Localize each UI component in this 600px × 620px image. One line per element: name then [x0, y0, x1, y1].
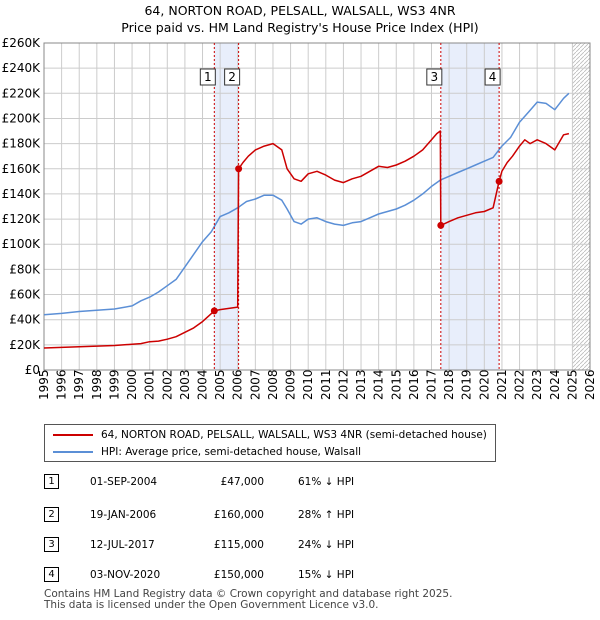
- x-tick-label: 2000: [125, 369, 139, 400]
- transaction-hpi-diff: 61% ↓ HPI: [298, 476, 355, 488]
- transaction-price: £47,000: [220, 476, 264, 488]
- transaction-price: £160,000: [213, 509, 264, 521]
- x-tick-label: 2024: [548, 369, 562, 400]
- x-tick-label: 2003: [178, 369, 192, 400]
- transaction-date: 12-JUL-2017: [90, 539, 155, 551]
- x-tick-label: 2018: [442, 369, 456, 400]
- x-tick-label: 2008: [266, 369, 280, 400]
- legend: 64, NORTON ROAD, PELSALL, WALSALL, WS3 4…: [44, 424, 496, 462]
- y-tick-label: £120K: [2, 212, 42, 226]
- x-tick-label: 2004: [196, 369, 210, 400]
- footer-copyright: Contains HM Land Registry data © Crown c…: [44, 588, 453, 600]
- x-tick-label: 2012: [336, 369, 350, 400]
- event-label-box: [484, 68, 501, 86]
- transaction-date: 03-NOV-2020: [90, 569, 161, 581]
- legend-price-label: 64, NORTON ROAD, PELSALL, WALSALL, WS3 4…: [101, 429, 487, 441]
- transaction-number: 1: [44, 474, 59, 489]
- x-tick-label: 2001: [143, 369, 157, 400]
- transaction-hpi-diff: 28% ↑ HPI: [298, 509, 355, 521]
- x-tick-label: 1996: [55, 369, 69, 400]
- y-tick-label: £140K: [2, 187, 42, 201]
- hpi-line: [43, 92, 570, 316]
- transaction-number: 3: [44, 537, 59, 552]
- transaction-hpi-diff: 24% ↓ HPI: [298, 539, 355, 551]
- event-marker: [235, 165, 243, 173]
- x-tick-label: 2002: [160, 369, 174, 400]
- x-tick-label: 2006: [231, 369, 245, 400]
- y-tick-label: £200K: [2, 111, 42, 125]
- transaction-number: 4: [44, 567, 59, 582]
- x-tick-label: 2021: [495, 369, 509, 400]
- legend-hpi-swatch: [53, 451, 93, 453]
- price-paid-line: [43, 130, 570, 349]
- transaction-date: 01-SEP-2004: [90, 476, 158, 488]
- x-tick-label: 2010: [301, 369, 315, 400]
- forecast-region: [572, 43, 590, 370]
- event-label-box: [199, 68, 216, 86]
- x-tick-label: 2011: [319, 369, 333, 400]
- transaction-price: £150,000: [213, 569, 264, 581]
- event-label: 4: [489, 70, 497, 84]
- transaction-price: £115,000: [213, 539, 264, 551]
- x-tick-label: 2023: [530, 369, 544, 400]
- x-tick-label: 1998: [90, 369, 104, 400]
- legend-hpi-label: HPI: Average price, semi-detached house,…: [101, 446, 362, 458]
- y-tick-label: £100K: [2, 237, 42, 251]
- transaction-row: 3 12-JUL-2017 £115,000 24% ↓ HPI: [44, 535, 444, 555]
- y-tick-label: £40K: [9, 313, 41, 327]
- chart-title-line-1: 64, NORTON ROAD, PELSALL, WALSALL, WS3 4…: [144, 3, 456, 18]
- y-tick-label: £160K: [2, 162, 42, 176]
- event-label: 1: [204, 70, 212, 84]
- event-marker: [495, 177, 503, 185]
- x-tick-label: 2005: [213, 369, 227, 400]
- footer: Contains HM Land Registry data © Crown c…: [44, 589, 452, 611]
- x-tick-label: 2017: [424, 369, 438, 400]
- event-label: 3: [430, 70, 438, 84]
- x-tick-label: 2019: [460, 369, 474, 400]
- y-tick-label: £220K: [2, 86, 42, 100]
- y-tick-label: £0: [25, 363, 40, 377]
- x-tick-label: 2022: [513, 369, 527, 400]
- x-tick-label: 2009: [284, 369, 298, 400]
- event-label: 2: [228, 70, 236, 84]
- x-tick-label: 2020: [477, 369, 491, 400]
- transaction-number: 2: [44, 507, 59, 522]
- x-tick-label: 2026: [583, 369, 597, 400]
- x-tick-label: 2013: [354, 369, 368, 400]
- x-tick-label: 2016: [407, 369, 421, 400]
- legend-item-price: 64, NORTON ROAD, PELSALL, WALSALL, WS3 4…: [53, 427, 487, 443]
- shaded-period: [440, 43, 500, 370]
- footer-licence: This data is licensed under the Open Gov…: [44, 599, 379, 611]
- event-marker: [210, 307, 218, 315]
- event-label-box: [426, 68, 443, 86]
- x-tick-label: 1995: [37, 369, 51, 400]
- chart-title-line-2: Price paid vs. HM Land Registry's House …: [121, 20, 479, 35]
- chart-title: 64, NORTON ROAD, PELSALL, WALSALL, WS3 4…: [0, 2, 600, 36]
- x-tick-label: 1999: [107, 369, 121, 400]
- x-tick-label: 1997: [72, 369, 86, 400]
- x-tick-label: 2007: [248, 369, 262, 400]
- legend-item-hpi: HPI: Average price, semi-detached house,…: [53, 444, 361, 460]
- x-tick-label: 2015: [389, 369, 403, 400]
- x-tick-label: 2025: [565, 369, 579, 400]
- shaded-period: [214, 43, 239, 370]
- y-tick-label: £260K: [2, 36, 42, 50]
- y-tick-label: £60K: [9, 288, 41, 302]
- y-tick-label: £180K: [2, 137, 42, 151]
- transaction-hpi-diff: 15% ↓ HPI: [298, 569, 355, 581]
- transaction-row: 1 01-SEP-2004 £47,000 61% ↓ HPI: [44, 472, 444, 492]
- y-tick-label: £240K: [2, 61, 42, 75]
- price-chart: £0 £20K £40K £60K £80K £100K £120K £140K £160K £1…: [2, 36, 597, 400]
- plot-frame: [43, 42, 591, 371]
- y-tick-label: £20K: [9, 338, 41, 352]
- event-label-box: [224, 68, 241, 86]
- x-tick-label: 2014: [372, 369, 386, 400]
- transaction-row: 4 03-NOV-2020 £150,000 15% ↓ HPI: [44, 565, 444, 585]
- transaction-row: 2 19-JAN-2006 £160,000 28% ↑ HPI: [44, 505, 444, 525]
- event-marker: [437, 221, 445, 229]
- legend-price-swatch: [53, 434, 93, 436]
- transaction-date: 19-JAN-2006: [90, 509, 157, 521]
- y-tick-label: £80K: [9, 262, 41, 276]
